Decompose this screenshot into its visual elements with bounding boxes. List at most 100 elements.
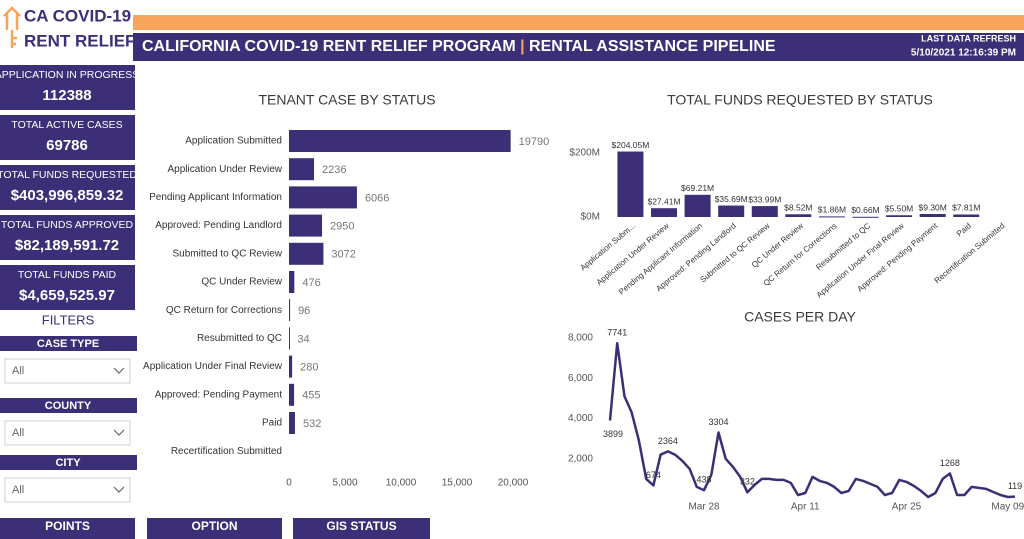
value-label: 674 bbox=[646, 470, 661, 480]
bar bbox=[886, 215, 913, 217]
x-tick-label: Apr 25 bbox=[892, 502, 922, 513]
value-label: $5.50M bbox=[885, 203, 913, 213]
chart-title: CASES PER DAY bbox=[744, 309, 856, 325]
accent-bar bbox=[133, 15, 1024, 30]
x-tick-label: 20,000 bbox=[498, 478, 529, 489]
y-tick-label: 8,000 bbox=[568, 333, 593, 344]
title-separator: | bbox=[520, 38, 524, 55]
category-label: Recertification Submitted bbox=[171, 446, 282, 457]
chart-title: TENANT CASE BY STATUS bbox=[258, 92, 435, 108]
tab-label: OPTION bbox=[191, 519, 237, 533]
value-label: 19790 bbox=[519, 136, 550, 148]
value-label: 119 bbox=[1008, 481, 1022, 491]
bar bbox=[953, 214, 980, 217]
value-label: $9.30M bbox=[919, 202, 947, 212]
bar bbox=[684, 194, 711, 217]
value-label: 7741 bbox=[607, 328, 627, 338]
value-label: 34 bbox=[297, 333, 309, 345]
category-label: Approved: Pending Payment bbox=[155, 389, 283, 400]
bar bbox=[289, 214, 323, 237]
value-label: 3304 bbox=[708, 417, 728, 427]
tab[interactable] bbox=[147, 518, 282, 539]
dropdown-chevron bbox=[113, 486, 125, 493]
refresh-date: 5/10/2021 12:16:39 PM bbox=[911, 48, 1016, 59]
value-label: 2236 bbox=[322, 164, 346, 176]
tab[interactable] bbox=[0, 518, 135, 539]
kpi-value: $403,996,859.32 bbox=[11, 187, 124, 204]
bar bbox=[651, 208, 678, 217]
tab[interactable] bbox=[293, 518, 430, 539]
bar bbox=[919, 214, 946, 217]
value-label: 3899 bbox=[603, 429, 623, 439]
x-tick-label: May 09 bbox=[991, 502, 1024, 513]
filter-header bbox=[0, 455, 137, 470]
y-tick-label: $200M bbox=[569, 147, 600, 158]
value-label: 2950 bbox=[330, 221, 354, 233]
title-part: CALIFORNIA COVID-19 RENT RELIEF PROGRAM bbox=[142, 38, 516, 55]
line bbox=[608, 341, 1016, 499]
bar bbox=[718, 205, 745, 217]
bar bbox=[289, 242, 324, 265]
dropdown[interactable] bbox=[4, 358, 131, 384]
value-label: $27.41M bbox=[647, 196, 680, 206]
value-label: 3072 bbox=[331, 249, 355, 261]
value-label: 332 bbox=[740, 477, 755, 487]
value-label: 476 bbox=[302, 277, 320, 289]
x-tick-label: 5,000 bbox=[332, 478, 357, 489]
kpi-label: APPLICATION IN PROGRESS bbox=[0, 69, 139, 81]
category-label: Application Subm... bbox=[578, 221, 637, 272]
dropdown-chevron bbox=[113, 367, 125, 374]
y-tick-label: $0M bbox=[581, 212, 600, 223]
x-tick-label: 10,000 bbox=[386, 478, 417, 489]
bar bbox=[289, 355, 293, 378]
kpi-panel: APPLICATION IN PROGRESS 112388 TOTAL ACTIV… bbox=[0, 65, 139, 310]
value-label: $0.66M bbox=[851, 205, 879, 215]
kpi-value: $4,659,525.97 bbox=[19, 287, 115, 304]
value-label: 532 bbox=[303, 418, 321, 430]
page-title: CALIFORNIA COVID-19 RENT RELIEF PROGRAM … bbox=[142, 38, 776, 55]
value-label: 6066 bbox=[365, 192, 389, 204]
value-label: $33.99M bbox=[748, 194, 781, 204]
dropdown-value: All bbox=[12, 365, 24, 377]
bar bbox=[617, 151, 644, 217]
value-label: $69.21M bbox=[681, 183, 714, 193]
value-label: 2364 bbox=[658, 436, 678, 446]
y-tick-label: 4,000 bbox=[568, 413, 593, 424]
kpi-card bbox=[0, 165, 135, 210]
kpi-label: TOTAL FUNDS APPROVED bbox=[1, 219, 134, 231]
category-label: Approved: Pending Landlord bbox=[155, 220, 282, 231]
x-tick-label: Apr 11 bbox=[791, 502, 820, 513]
category-label: Application Under Review bbox=[167, 164, 282, 175]
tab-label: POINTS bbox=[45, 519, 90, 533]
filter-label: CASE TYPE bbox=[37, 338, 99, 350]
value-label: $35.69M bbox=[715, 194, 748, 204]
category-label: Pending Applicant Information bbox=[149, 192, 282, 203]
bar bbox=[751, 206, 778, 217]
x-tick-label: 0 bbox=[286, 478, 292, 489]
logo: CA COVID-19 RENT RELIEF bbox=[3, 6, 135, 50]
filter-label: CITY bbox=[55, 457, 81, 469]
bottom-tabs: POINTS OPTION GIS STATUS bbox=[0, 518, 430, 539]
value-label: $204.05M bbox=[612, 140, 650, 150]
bar bbox=[289, 299, 291, 322]
title-part: RENTAL ASSISTANCE PIPELINE bbox=[529, 38, 776, 55]
category-label: Submitted to QC Review bbox=[173, 248, 283, 259]
dropdown[interactable] bbox=[4, 420, 131, 446]
bar bbox=[289, 327, 290, 350]
value-label: $7.81M bbox=[952, 203, 980, 213]
kpi-label: TOTAL ACTIVE CASES bbox=[11, 119, 122, 131]
value-label: 1268 bbox=[940, 458, 960, 468]
value-label: 96 bbox=[298, 305, 310, 317]
x-tick-label: Mar 28 bbox=[688, 502, 720, 513]
bar bbox=[852, 216, 879, 218]
filter-header bbox=[0, 336, 137, 351]
dropdown[interactable] bbox=[4, 477, 131, 503]
logo-text: CA COVID-19 bbox=[24, 6, 131, 25]
kpi-card bbox=[0, 65, 135, 110]
y-tick-label: 2,000 bbox=[568, 453, 593, 464]
charts: TENANT CASE BY STATUS 0 5,000 10,000 15,000 2… bbox=[143, 92, 1024, 513]
bar bbox=[289, 186, 357, 209]
value-label: $1.86M bbox=[818, 205, 846, 215]
dropdown-value: All bbox=[12, 484, 24, 496]
